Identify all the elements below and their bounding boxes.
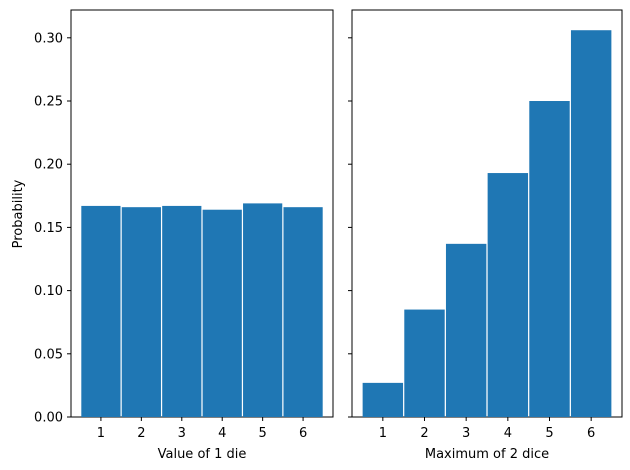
right-axes-frame bbox=[351, 9, 623, 418]
left-x-tick-label: 4 bbox=[218, 426, 226, 441]
right-x-ticks: 1 2 3 4 5 6 bbox=[379, 417, 595, 441]
right-x-tick-label: 1 bbox=[379, 426, 387, 441]
right-x-tick-label: 2 bbox=[420, 426, 428, 441]
left-x-tick-label: 2 bbox=[137, 426, 145, 441]
right-x-tick-label: 3 bbox=[462, 426, 470, 441]
left-bar-5 bbox=[243, 203, 283, 417]
left-bar-3 bbox=[162, 205, 202, 417]
right-bar-4 bbox=[487, 173, 529, 417]
left-x-tick-label: 1 bbox=[97, 426, 105, 441]
right-x-axis-label: Maximum of 2 dice bbox=[425, 447, 549, 462]
left-y-tick-label: 0.20 bbox=[34, 158, 63, 173]
right-bars bbox=[362, 30, 612, 417]
left-bar-4 bbox=[202, 209, 242, 417]
left-y-tick-label: 0.00 bbox=[34, 411, 63, 426]
right-bar-2 bbox=[404, 309, 445, 417]
right-bar-1 bbox=[362, 382, 404, 417]
left-panel: 0.00 0.05 0.10 0.15 0.20 0.25 0.30 1 2 3 4 5 6 Valu… bbox=[11, 9, 334, 462]
right-x-tick-label: 6 bbox=[587, 426, 595, 441]
left-y-tick-label: 0.15 bbox=[34, 221, 63, 236]
right-bar-3 bbox=[445, 243, 487, 417]
right-panel: 1 2 3 4 5 6 Maximum of 2 dice bbox=[348, 9, 623, 462]
right-bar-6 bbox=[570, 30, 612, 417]
right-bar-5 bbox=[529, 101, 570, 417]
left-bars bbox=[81, 203, 323, 417]
left-bar-1 bbox=[81, 205, 121, 417]
y-axis-label: Probability bbox=[11, 179, 26, 248]
left-x-axis-label: Value of 1 die bbox=[158, 447, 247, 462]
left-y-tick-label: 0.05 bbox=[34, 347, 63, 362]
left-y-tick-label: 0.30 bbox=[34, 31, 63, 46]
right-x-tick-label: 4 bbox=[504, 426, 512, 441]
left-x-tick-label: 5 bbox=[259, 426, 267, 441]
left-y-tick-label: 0.10 bbox=[34, 284, 63, 299]
left-axes-frame bbox=[70, 9, 334, 418]
left-bar-2 bbox=[121, 207, 161, 417]
right-x-tick-label: 5 bbox=[545, 426, 553, 441]
left-bar-6 bbox=[283, 207, 323, 417]
left-y-tick-label: 0.25 bbox=[34, 95, 63, 110]
left-x-ticks: 1 2 3 4 5 6 bbox=[97, 417, 307, 441]
right-y-ticks bbox=[348, 37, 352, 418]
left-x-tick-label: 6 bbox=[299, 426, 307, 441]
left-y-ticks: 0.00 0.05 0.10 0.15 0.20 0.25 0.30 bbox=[34, 31, 71, 426]
left-x-tick-label: 3 bbox=[178, 426, 186, 441]
